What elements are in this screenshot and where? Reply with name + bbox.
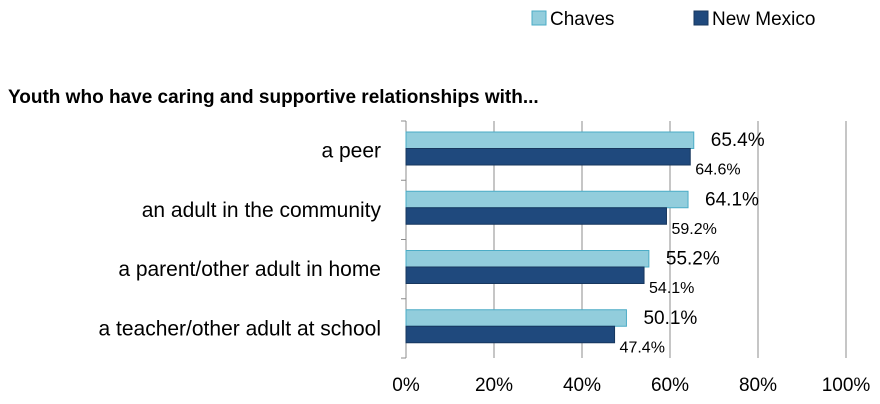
bar-chaves xyxy=(405,131,695,149)
bar-new-mexico xyxy=(405,325,616,344)
legend: Chaves New Mexico xyxy=(531,9,815,30)
data-label: 65.4% xyxy=(711,130,765,151)
x-tick-labels: 0% 20% 40% 60% 80% 100% xyxy=(392,375,870,396)
data-label: 64.6% xyxy=(695,162,740,179)
bar-chaves xyxy=(405,190,689,209)
legend-swatch-new-mexico xyxy=(693,10,709,26)
y-axis xyxy=(401,120,407,359)
category-label: an adult in the community xyxy=(142,199,382,222)
x-tick-label: 100% xyxy=(822,375,871,396)
data-label: 47.4% xyxy=(620,339,665,356)
data-label: 55.2% xyxy=(666,249,720,270)
bar-chaves xyxy=(405,309,627,327)
legend-swatch-chaves xyxy=(531,10,547,26)
x-tick-label: 40% xyxy=(563,375,601,396)
category-label: a peer xyxy=(321,140,381,163)
category-labels: a peer an adult in the community a parent/… xyxy=(98,140,381,341)
category-label: a parent/other adult in home xyxy=(118,258,381,281)
bars: 65.4% 64.6% 64.1% 59.2% 55.2% 54.1% 50.1% 47.4% xyxy=(405,130,765,356)
x-tick-label: 0% xyxy=(392,375,420,396)
data-label: 54.1% xyxy=(649,280,694,297)
x-tick-label: 80% xyxy=(739,375,777,396)
bar-chaves xyxy=(405,250,650,268)
data-label: 50.1% xyxy=(643,308,697,329)
data-label: 64.1% xyxy=(705,189,759,210)
bar-new-mexico xyxy=(405,266,645,284)
chart-title: Youth who have caring and supportive rel… xyxy=(8,87,539,108)
bar-new-mexico xyxy=(405,207,667,225)
legend-label-chaves: Chaves xyxy=(550,9,614,30)
x-tick-label: 20% xyxy=(475,375,513,396)
bar-new-mexico xyxy=(405,148,691,166)
data-label: 59.2% xyxy=(671,221,716,238)
x-tick-label: 60% xyxy=(651,375,689,396)
legend-label-new-mexico: New Mexico xyxy=(712,9,815,30)
category-label: a teacher/other adult at school xyxy=(98,317,381,340)
